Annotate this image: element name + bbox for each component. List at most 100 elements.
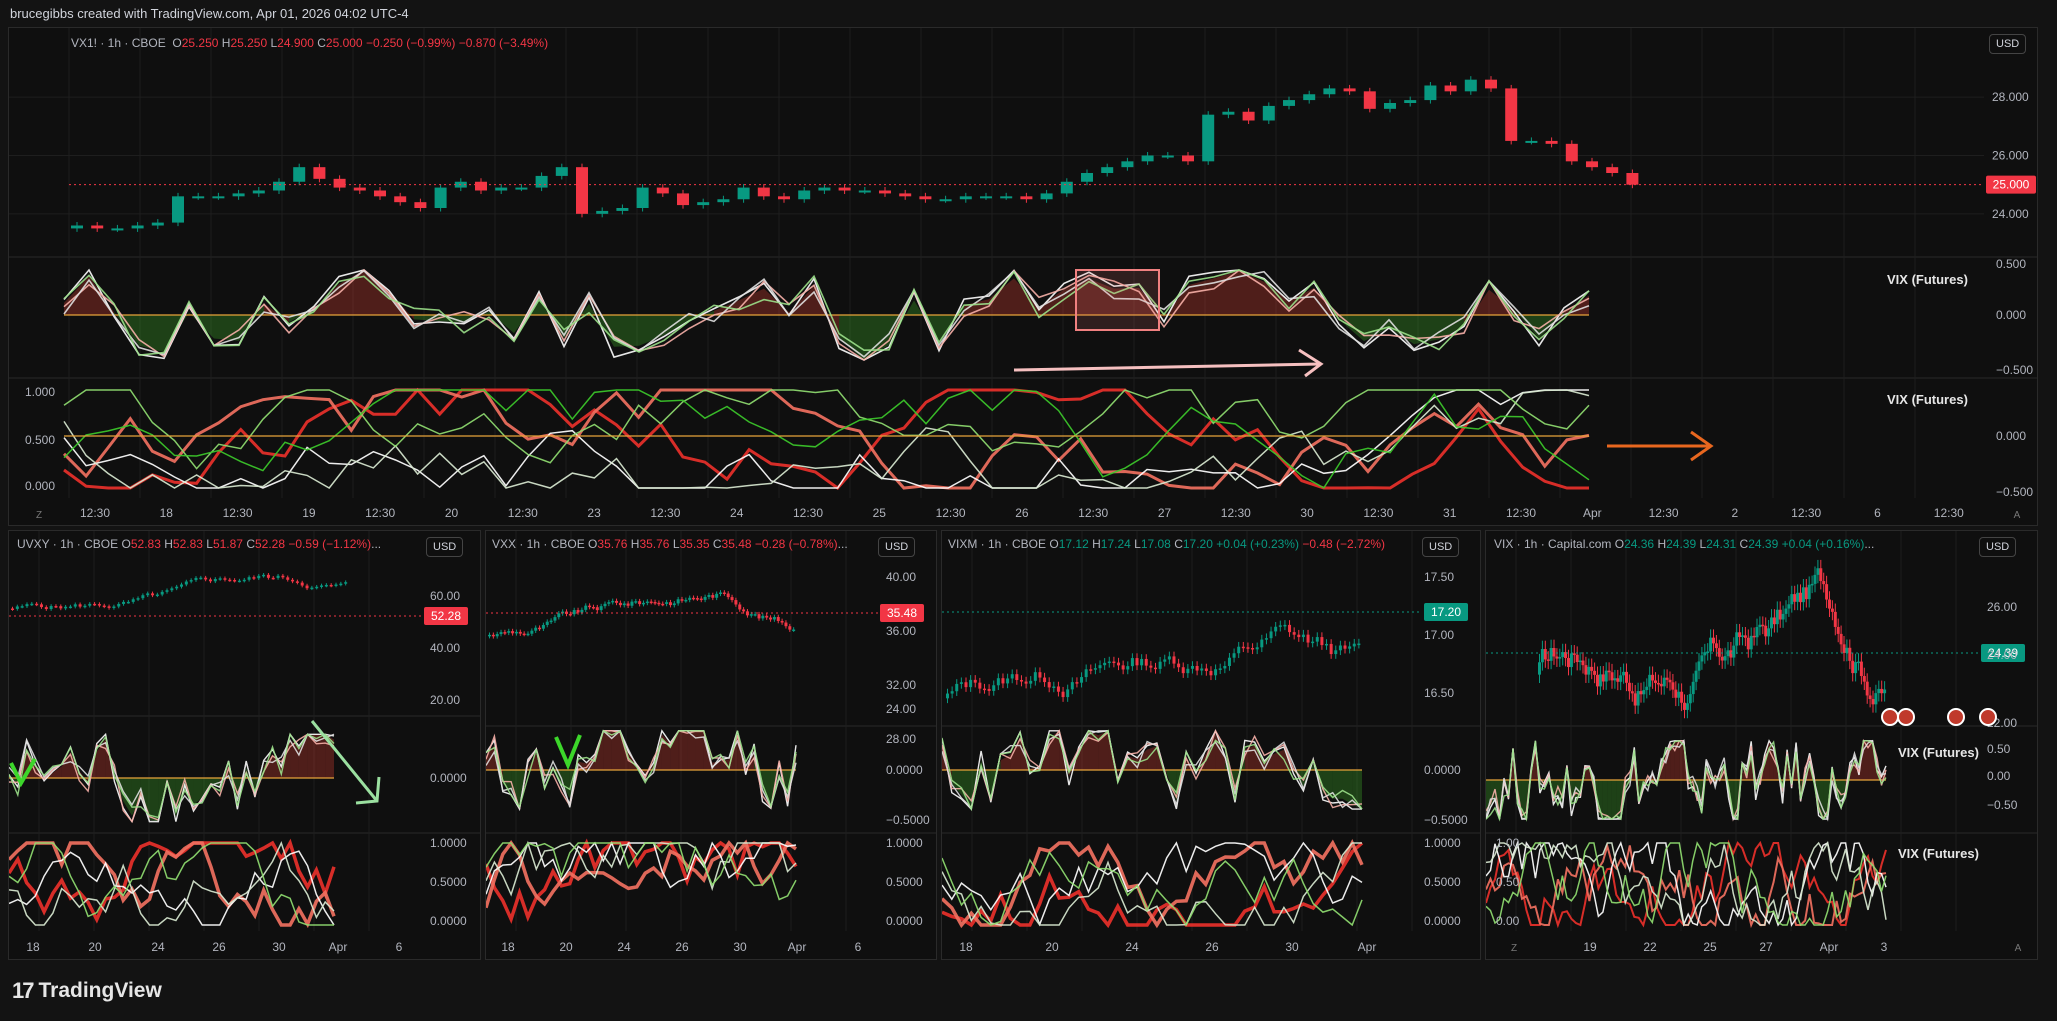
candle [1552, 648, 1556, 657]
candle [715, 593, 719, 598]
candle [1278, 625, 1282, 627]
candle [1746, 637, 1750, 650]
candle [1214, 669, 1218, 676]
stochastic-line [9, 841, 336, 929]
candle [1101, 167, 1114, 173]
oscillator-fill [298, 736, 308, 778]
candle [555, 167, 568, 176]
osc-tick: 0.000 [1996, 429, 2026, 443]
candle [1761, 624, 1765, 627]
currency-button[interactable]: USD [1422, 537, 1460, 557]
candle [1567, 658, 1570, 668]
candle [223, 578, 227, 580]
candle [1269, 631, 1273, 639]
candle [1743, 635, 1747, 638]
candle [1610, 672, 1614, 681]
candle [1384, 103, 1396, 109]
candle [44, 607, 48, 610]
candle [1301, 634, 1305, 638]
oscillator-fill [1342, 770, 1353, 805]
oscillator-fill [689, 310, 714, 322]
candle [247, 577, 251, 580]
osc-tick: −0.500 [1996, 363, 2033, 377]
candle [1581, 660, 1585, 666]
candle [1135, 658, 1139, 666]
annotation-arrow-shaft [1013, 362, 1320, 372]
candle [1070, 682, 1074, 690]
main-chart-svg[interactable]: 28.000 26.000 24.000 25.000 0.500 0.000 −0.500… [9, 28, 2038, 526]
time-label: 3 [1881, 940, 1888, 954]
candle [688, 597, 692, 600]
candle [1688, 694, 1692, 704]
candle [1700, 655, 1704, 662]
time-label: 12:30 [365, 506, 395, 520]
candle [1338, 645, 1342, 651]
candle [969, 679, 973, 688]
currency-button[interactable]: USD [878, 537, 916, 557]
currency-button[interactable]: USD [1979, 537, 2017, 557]
oscillator-fill [1489, 289, 1514, 315]
oscillator-fill [639, 315, 664, 346]
osc-tick: −0.5000 [886, 813, 930, 827]
uvxy-chart-svg[interactable]: 52.28 60.00 40.00 20.00 0.0000 1.0000 0.5000 0.… [9, 531, 481, 960]
candle [955, 683, 959, 692]
candle [1677, 691, 1681, 698]
vixm-chart-svg[interactable]: 17.20 17.50 17.00 16.50 0.0000 −0.5000 1.0000 0… [942, 531, 1481, 960]
candle [1315, 637, 1319, 642]
vxx-chart-panel[interactable]: 35.48 40.00 36.00 32.00 28.00 24.00 0.0000 −0.5… [485, 530, 937, 960]
candle [618, 602, 622, 606]
candle [1793, 594, 1797, 602]
legend-symbol: VX1! · 1h · CBOE [71, 36, 166, 50]
candle [189, 580, 193, 582]
oscillator-fill [989, 278, 1014, 315]
candle [293, 167, 306, 182]
time-label: 26 [1015, 506, 1029, 520]
candle [170, 588, 174, 591]
oscillator-fill [61, 752, 71, 778]
candle [1586, 161, 1598, 168]
candle [630, 601, 634, 606]
candle [1140, 658, 1144, 666]
candle [568, 613, 572, 616]
candle [1799, 592, 1802, 603]
oscillator-fill [611, 730, 621, 770]
uvxy-chart-panel[interactable]: 52.28 60.00 40.00 20.00 0.0000 1.0000 0.5000 0.… [8, 530, 481, 960]
vix-chart-panel[interactable]: 24.39 26.00 24.00 22.00 0.50 0.00 −0.50 19 22 25 2… [1485, 530, 2038, 960]
candle [676, 599, 680, 604]
candle [160, 591, 164, 595]
candle [1616, 678, 1620, 682]
candle [595, 607, 599, 611]
vxx-chart-svg[interactable]: 35.48 40.00 36.00 32.00 28.00 24.00 0.0000 −0.5… [486, 531, 937, 960]
candle [1222, 111, 1235, 115]
candle [1767, 628, 1771, 637]
currency-button[interactable]: USD [1989, 34, 2027, 54]
time-label: 26 [1205, 940, 1219, 954]
candle [992, 685, 996, 691]
candle [557, 613, 561, 618]
tradingview-logo[interactable]: 17 TradingView [12, 978, 162, 1004]
main-chart-panel[interactable]: 28.000 26.000 24.000 25.000 0.500 0.000 −0.500… [8, 27, 2038, 526]
candle [798, 190, 811, 200]
oscillator-fill [1526, 777, 1531, 820]
time-label: 12:30 [1934, 506, 1964, 520]
candle [286, 577, 290, 580]
candle [1558, 657, 1562, 659]
candle [1348, 646, 1352, 649]
candle [697, 202, 710, 206]
candle [1204, 668, 1208, 671]
candle [1587, 666, 1591, 675]
currency-button[interactable]: USD [426, 537, 464, 557]
vixm-chart-panel[interactable]: 17.20 17.50 17.00 16.50 0.0000 −0.5000 1.0000 0… [941, 530, 1481, 960]
candle [1842, 644, 1846, 653]
candle [1565, 143, 1578, 162]
candle [1825, 584, 1829, 600]
oscillator-line [942, 729, 1363, 812]
oscillator-fill [1264, 753, 1275, 770]
price-tick: 26.00 [1987, 600, 2017, 614]
oscillator-fill [290, 739, 299, 778]
highlight-box [1075, 269, 1160, 331]
candle [761, 615, 765, 619]
time-label: 30 [1300, 506, 1314, 520]
price-tick: 40.00 [430, 641, 460, 655]
